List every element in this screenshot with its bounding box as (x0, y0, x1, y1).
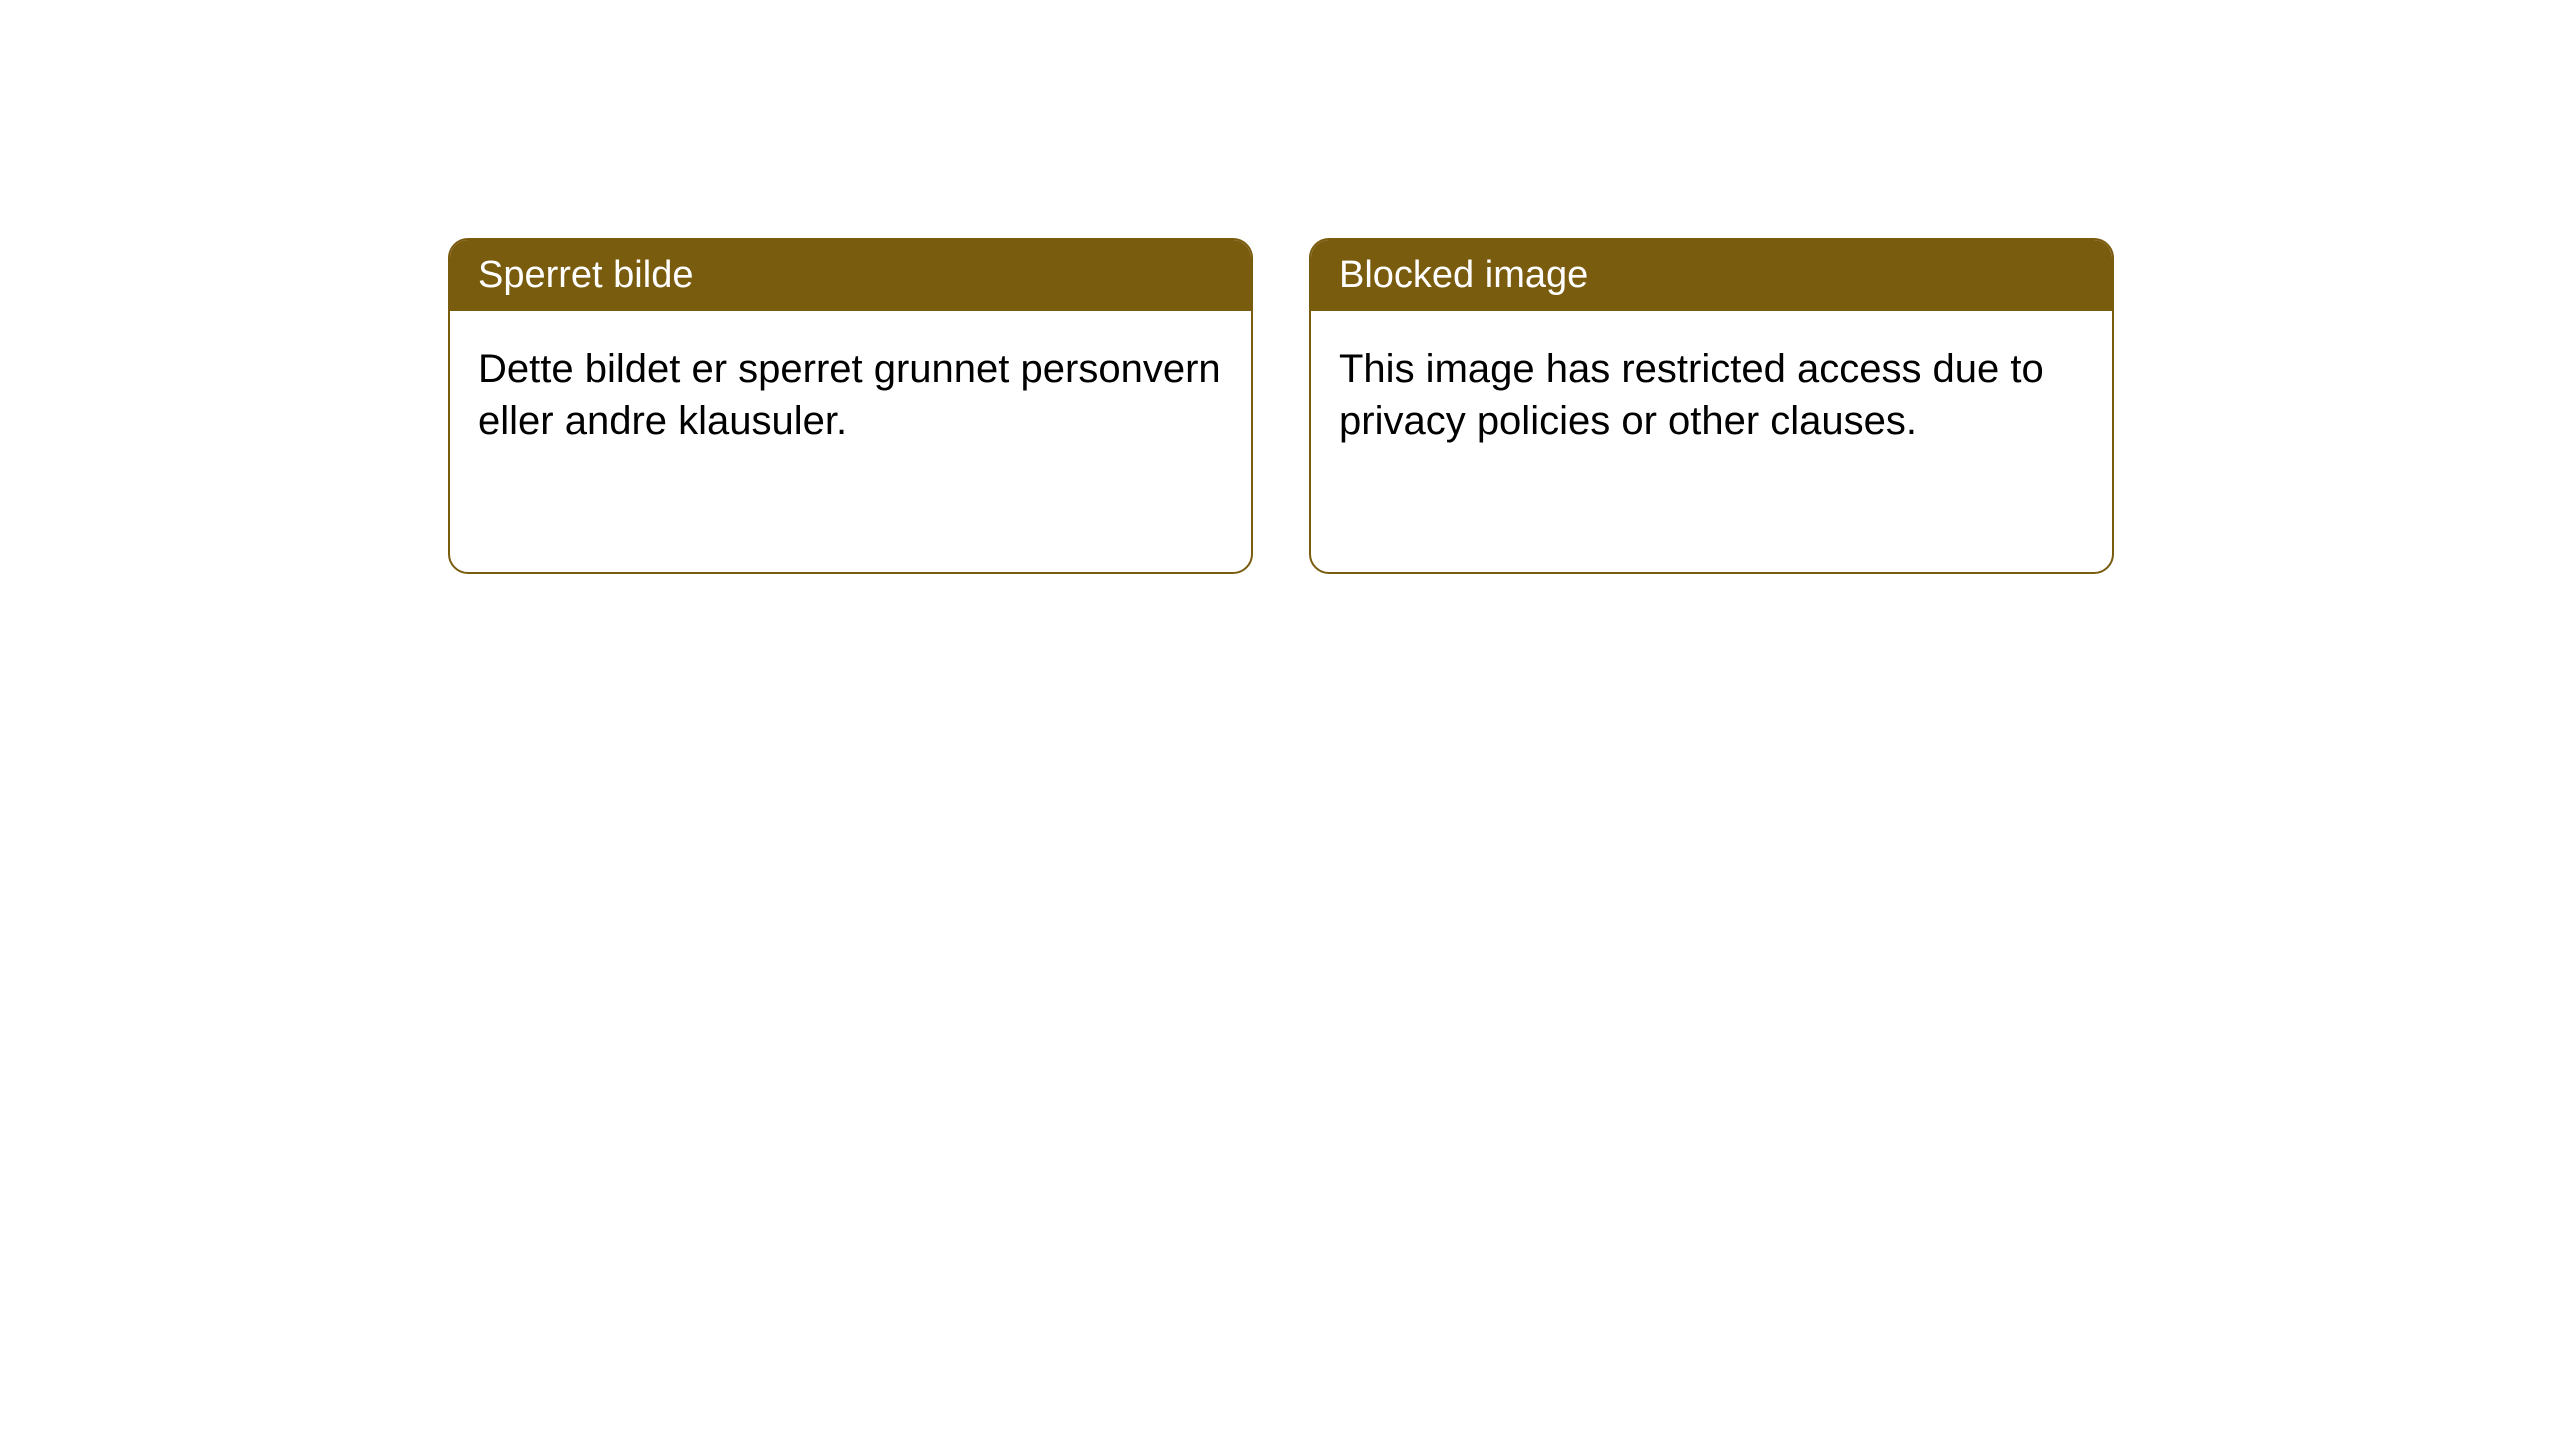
notice-card-english: Blocked image This image has restricted … (1309, 238, 2114, 574)
notice-body-text: Dette bildet er sperret grunnet personve… (478, 347, 1221, 443)
notice-header: Blocked image (1311, 240, 2112, 311)
notice-body-text: This image has restricted access due to … (1339, 347, 2044, 443)
notice-body: Dette bildet er sperret grunnet personve… (450, 311, 1251, 479)
notice-body: This image has restricted access due to … (1311, 311, 2112, 479)
notice-title: Sperret bilde (478, 254, 693, 296)
notice-header: Sperret bilde (450, 240, 1251, 311)
notice-container: Sperret bilde Dette bildet er sperret gr… (448, 238, 2114, 574)
notice-title: Blocked image (1339, 254, 1588, 296)
notice-card-norwegian: Sperret bilde Dette bildet er sperret gr… (448, 238, 1253, 574)
